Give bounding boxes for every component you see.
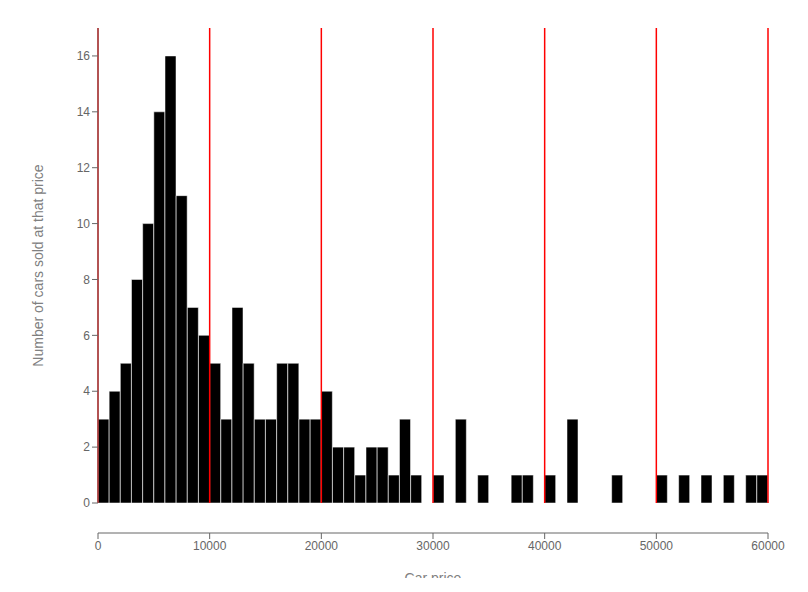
svg-text:10000: 10000	[193, 539, 227, 553]
svg-text:40000: 40000	[528, 539, 562, 553]
svg-text:0: 0	[95, 539, 102, 553]
svg-text:10: 10	[77, 217, 91, 231]
svg-text:50000: 50000	[640, 539, 674, 553]
svg-text:6: 6	[83, 329, 90, 343]
svg-text:14: 14	[77, 105, 91, 119]
svg-text:0: 0	[83, 496, 90, 510]
svg-text:60000: 60000	[751, 539, 785, 553]
svg-text:8: 8	[83, 273, 90, 287]
svg-text:4: 4	[83, 384, 90, 398]
svg-text:Car price: Car price	[405, 570, 462, 578]
svg-text:30000: 30000	[416, 539, 450, 553]
svg-text:12: 12	[77, 161, 91, 175]
svg-text:20000: 20000	[305, 539, 339, 553]
svg-text:16: 16	[77, 49, 91, 63]
svg-text:Number of cars sold at that pr: Number of cars sold at that price	[30, 164, 46, 367]
svg-text:2: 2	[83, 440, 90, 454]
